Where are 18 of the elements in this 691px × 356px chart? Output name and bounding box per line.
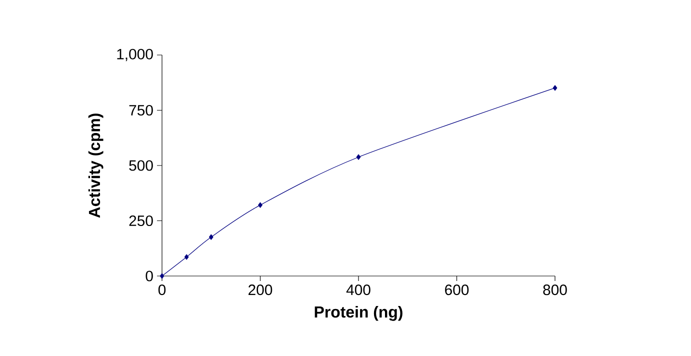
y-tick-label: 500 [129, 160, 153, 171]
x-tick-label: 0 [158, 284, 166, 296]
x-tick-label: 400 [346, 284, 370, 296]
y-tick-label: 1,000 [117, 48, 153, 62]
point [258, 202, 262, 208]
point [184, 254, 189, 260]
point [552, 85, 558, 91]
x-tick-label: 600 [445, 284, 469, 296]
y-tick-label: 250 [129, 215, 153, 226]
point [208, 234, 214, 240]
y-tick-label: 750 [129, 104, 153, 116]
point [160, 273, 164, 279]
x-axis-title: Protein (ng) [314, 306, 402, 321]
point [356, 154, 361, 160]
y-tick-label: 0 [146, 270, 153, 282]
y-axis-title: Activity (cpm) [88, 114, 104, 218]
x-tick-label: 200 [248, 284, 272, 296]
x-tick-label: 800 [543, 284, 567, 296]
